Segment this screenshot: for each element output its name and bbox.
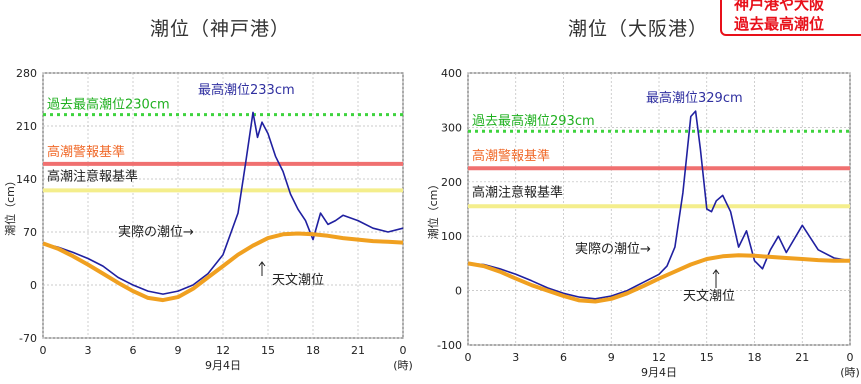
threshold-label: 過去最高潮位293cm <box>472 113 595 129</box>
chart-panel-1 <box>467 72 851 346</box>
callout-box <box>720 0 861 36</box>
y-tick-label: 200 <box>441 176 462 189</box>
y-tick-label: -70 <box>19 332 37 345</box>
x-tick-label: 3 <box>512 351 519 364</box>
chart-annotation: 天文潮位 <box>272 273 324 288</box>
chart-annotation: 最高潮位233cm <box>198 82 295 98</box>
threshold-label: 高潮警報基準 <box>47 144 125 160</box>
chart-annotation: 実際の潮位→ <box>575 241 651 257</box>
chart-annotation: 実際の潮位→ <box>118 224 194 240</box>
y-tick-label: 0 <box>30 279 37 292</box>
observed-tide-line <box>42 111 404 295</box>
kobe-panel-title: 潮位（神戸港） <box>150 18 291 40</box>
x-tick-label: 18 <box>748 351 762 364</box>
y-tick-label: 400 <box>441 67 462 80</box>
x-tick-label: 0 <box>400 344 407 357</box>
threshold-label: 過去最高潮位230cm <box>47 97 170 113</box>
astronomical-tide-line <box>42 231 404 303</box>
x-tick-label: 0 <box>465 351 472 364</box>
observed-tide-line <box>467 110 851 300</box>
x-date-label: 9月4日 <box>641 366 677 379</box>
y-tick-label: 100 <box>441 230 462 243</box>
y-tick-label: 0 <box>455 285 462 298</box>
astronomical-tide-line <box>467 253 850 304</box>
x-tick-label: 9 <box>175 344 182 357</box>
y-axis-label: 潮位（cm） <box>426 179 440 240</box>
annotation-arrowhead <box>258 261 266 267</box>
x-tick-label: 12 <box>216 344 230 357</box>
x-tick-label: 15 <box>700 351 714 364</box>
x-tick-label: 15 <box>261 344 275 357</box>
y-tick-label: 210 <box>16 120 37 133</box>
osaka-panel-title: 潮位（大阪港） <box>568 18 709 40</box>
x-tick-label: 6 <box>560 351 567 364</box>
x-tick-label: 21 <box>795 351 809 364</box>
x-unit-label: (時) <box>393 359 413 372</box>
y-tick-label: 70 <box>23 226 37 239</box>
x-tick-label: 0 <box>40 344 47 357</box>
chart-annotation: 最高潮位329cm <box>646 90 743 106</box>
x-tick-label: 12 <box>652 351 666 364</box>
y-tick-label: 280 <box>16 67 37 80</box>
y-tick-label: -100 <box>437 339 462 352</box>
y-axis-label: 潮位（cm） <box>3 175 17 236</box>
callout-line-1: 神戸港や大阪 <box>734 0 825 13</box>
x-unit-label: (時) <box>840 366 860 379</box>
y-tick-label: 300 <box>441 121 462 134</box>
chart-annotation: 天文潮位 <box>683 289 735 304</box>
threshold-label: 高潮注意報基準 <box>472 184 563 200</box>
callout-line-2: 過去最高潮位 <box>734 15 825 33</box>
chart-panel-0 <box>42 72 404 339</box>
threshold-label: 高潮注意報基準 <box>47 168 138 184</box>
x-tick-label: 3 <box>85 344 92 357</box>
x-tick-label: 18 <box>306 344 320 357</box>
x-date-label: 9月4日 <box>205 359 241 372</box>
annotation-arrowhead <box>712 269 720 275</box>
x-tick-label: 21 <box>351 344 365 357</box>
y-tick-label: 140 <box>16 173 37 186</box>
x-tick-label: 6 <box>130 344 137 357</box>
threshold-label: 高潮警報基準 <box>472 148 550 164</box>
x-tick-label: 9 <box>608 351 615 364</box>
x-tick-label: 0 <box>847 351 854 364</box>
